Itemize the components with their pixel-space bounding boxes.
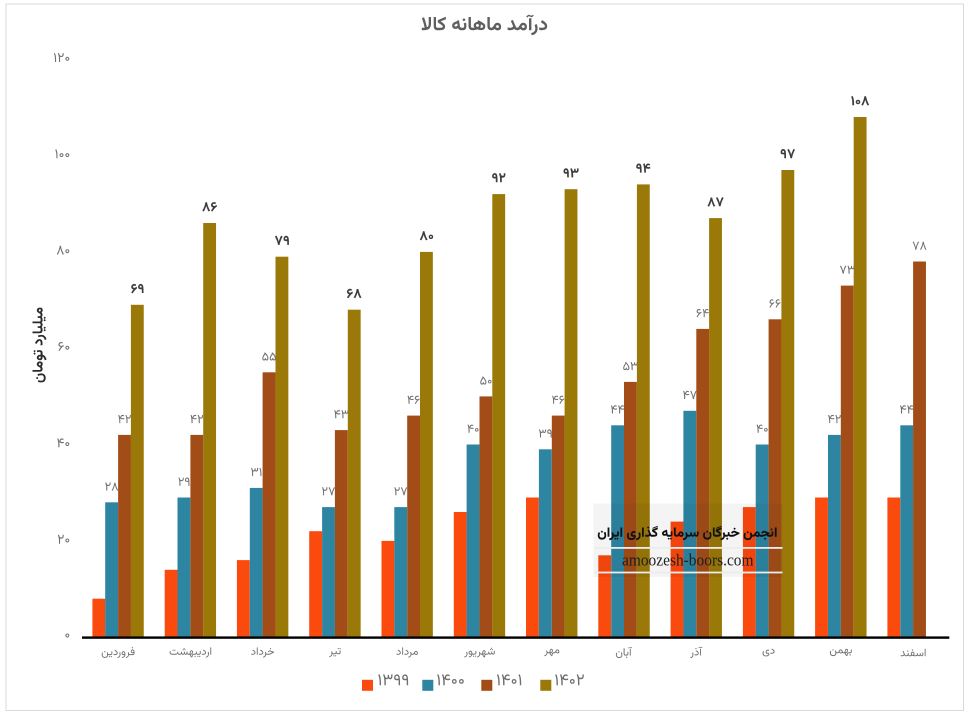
svg-text:amoozesh-boors.com: amoozesh-boors.com — [622, 550, 754, 569]
